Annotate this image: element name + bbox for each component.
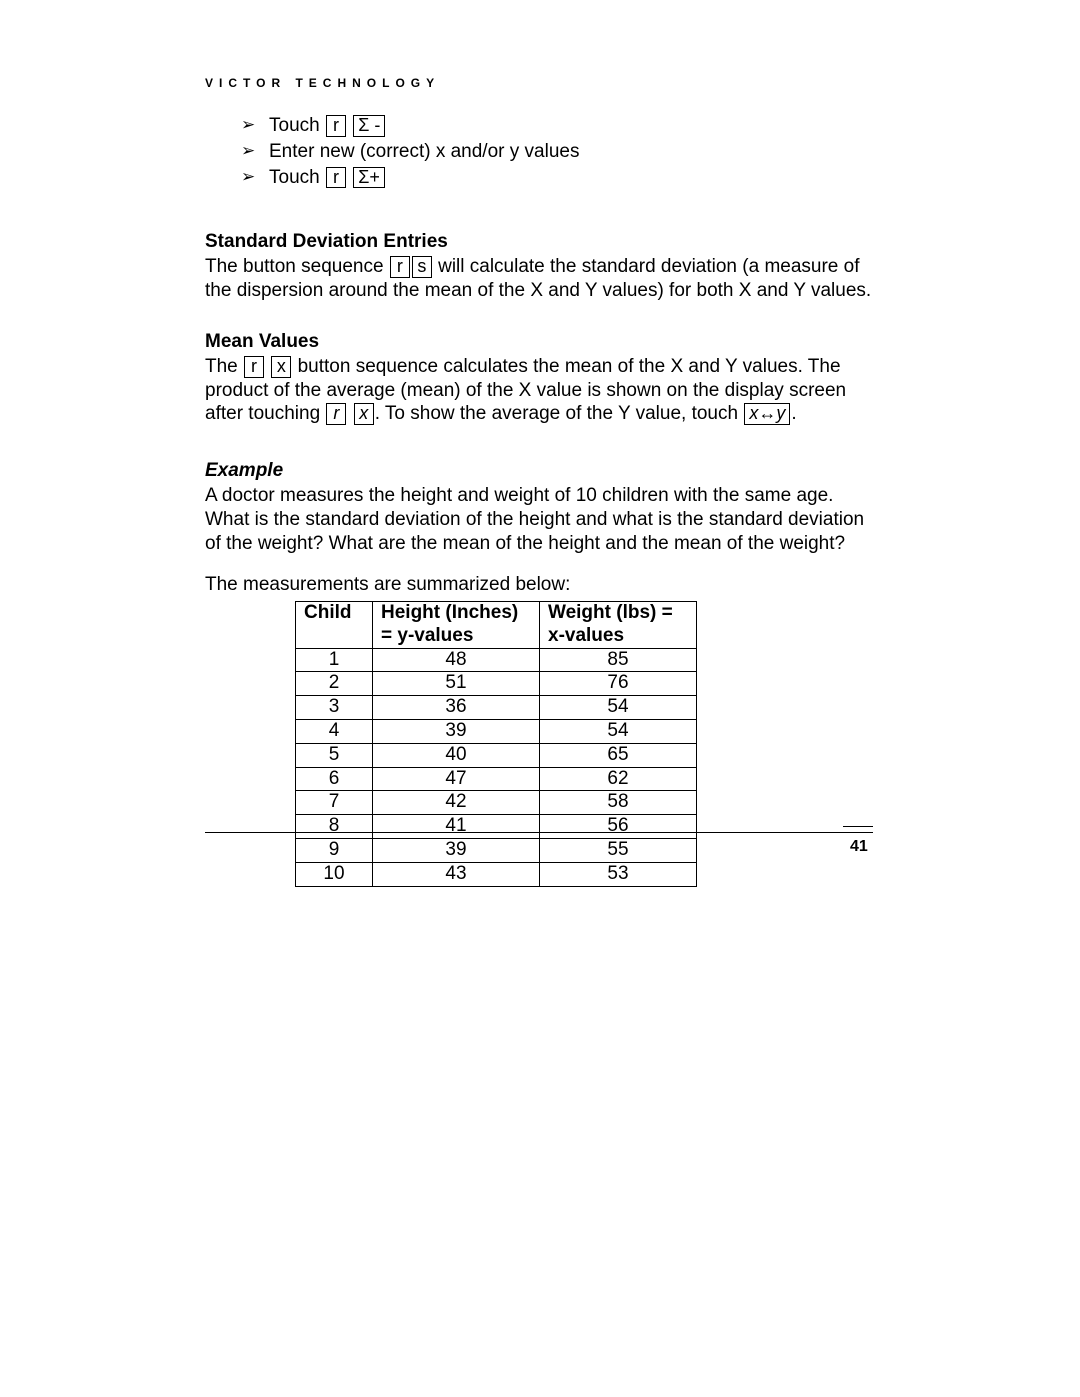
cell-weight: 54	[540, 719, 697, 743]
bullet-text: Enter new (correct) x and/or y values	[269, 140, 875, 164]
text-fragment: x-values	[548, 625, 624, 646]
text-fragment: The	[205, 356, 243, 377]
cell-child: 6	[296, 767, 373, 791]
bullet-item: ➢ Touch r Σ+	[241, 166, 875, 190]
paragraph-standard-deviation: The button sequence rs will calculate th…	[205, 255, 875, 303]
table-header-row: Child Height (Inches) = y-values Weight …	[296, 602, 697, 649]
cell-height: 40	[373, 743, 540, 767]
footer-tick	[843, 826, 873, 827]
table-body: 1488525176336544395454065647627425884156…	[296, 648, 697, 886]
table-row: 93955	[296, 838, 697, 862]
measurements-table: Child Height (Inches) = y-values Weight …	[295, 601, 697, 887]
text-fragment: . To show the average of the Y value, to…	[375, 403, 744, 424]
cell-child: 8	[296, 815, 373, 839]
keycap-s: s	[412, 256, 432, 278]
keycap-r: r	[326, 403, 346, 425]
text-fragment: .	[791, 403, 796, 424]
heading-standard-deviation: Standard Deviation Entries	[205, 231, 875, 253]
keycap-x: x	[271, 356, 291, 378]
cell-weight: 85	[540, 648, 697, 672]
cell-weight: 58	[540, 791, 697, 815]
table-row: 43954	[296, 719, 697, 743]
cell-child: 1	[296, 648, 373, 672]
bullet-arrow-icon: ➢	[241, 140, 269, 162]
bullet-item: ➢ Touch r Σ -	[241, 114, 875, 138]
cell-child: 3	[296, 696, 373, 720]
cell-weight: 56	[540, 815, 697, 839]
table-header: Child Height (Inches) = y-values Weight …	[296, 602, 697, 649]
content-area: VICTOR TECHNOLOGY ➢ Touch r Σ - ➢ Enter …	[205, 76, 875, 887]
cell-height: 42	[373, 791, 540, 815]
bullet-item: ➢ Enter new (correct) x and/or y values	[241, 140, 875, 164]
cell-height: 39	[373, 838, 540, 862]
cell-height: 51	[373, 672, 540, 696]
cell-child: 7	[296, 791, 373, 815]
text-fragment: = y-values	[381, 625, 473, 646]
paragraph-mean-values: The r x button sequence calculates the m…	[205, 355, 875, 426]
column-header-weight: Weight (lbs) = x-values	[540, 602, 697, 649]
cell-height: 41	[373, 815, 540, 839]
page: VICTOR TECHNOLOGY ➢ Touch r Σ - ➢ Enter …	[0, 0, 1080, 1397]
cell-height: 39	[373, 719, 540, 743]
cell-weight: 76	[540, 672, 697, 696]
text-fragment: Weight (lbs) =	[548, 602, 673, 623]
keycap-sigma-plus: Σ+	[353, 167, 385, 189]
cell-weight: 55	[540, 838, 697, 862]
keycap-r: r	[326, 115, 346, 137]
paragraph-table-lead: The measurements are summarized below:	[205, 573, 875, 597]
cell-weight: 54	[540, 696, 697, 720]
keycap-r: r	[326, 167, 346, 189]
bullet-arrow-icon: ➢	[241, 166, 269, 188]
brand-header: VICTOR TECHNOLOGY	[205, 76, 875, 90]
text-fragment: Touch	[269, 167, 325, 188]
cell-child: 2	[296, 672, 373, 696]
table-row: 25176	[296, 672, 697, 696]
cell-weight: 62	[540, 767, 697, 791]
cell-child: 4	[296, 719, 373, 743]
table-row: 14885	[296, 648, 697, 672]
cell-height: 47	[373, 767, 540, 791]
bullet-text: Touch r Σ -	[269, 114, 875, 138]
keycap-x: x	[354, 403, 374, 425]
bullet-arrow-icon: ➢	[241, 114, 269, 136]
column-header-height: Height (Inches) = y-values	[373, 602, 540, 649]
table-row: 74258	[296, 791, 697, 815]
table-row: 54065	[296, 743, 697, 767]
cell-child: 9	[296, 838, 373, 862]
bullet-list: ➢ Touch r Σ - ➢ Enter new (correct) x an…	[241, 114, 875, 189]
cell-height: 43	[373, 862, 540, 886]
column-header-child: Child	[296, 602, 373, 649]
text-fragment: The button sequence	[205, 256, 389, 277]
cell-child: 5	[296, 743, 373, 767]
footer-rule	[205, 832, 873, 833]
cell-weight: 53	[540, 862, 697, 886]
keycap-sigma-minus: Σ -	[353, 115, 385, 137]
text-fragment: Height (Inches)	[381, 602, 518, 623]
heading-example: Example	[205, 460, 875, 482]
heading-mean-values: Mean Values	[205, 331, 875, 353]
table-row: 84156	[296, 815, 697, 839]
paragraph-example: A doctor measures the height and weight …	[205, 484, 875, 555]
spacer	[205, 555, 875, 573]
keycap-x-swap-y: x↔y	[744, 403, 790, 425]
cell-weight: 65	[540, 743, 697, 767]
table-row: 64762	[296, 767, 697, 791]
text-fragment: Touch	[269, 115, 325, 136]
table-row: 104353	[296, 862, 697, 886]
bullet-text: Touch r Σ+	[269, 166, 875, 190]
keycap-r: r	[390, 256, 410, 278]
cell-height: 36	[373, 696, 540, 720]
page-number: 41	[850, 838, 868, 856]
table-row: 33654	[296, 696, 697, 720]
cell-height: 48	[373, 648, 540, 672]
cell-child: 10	[296, 862, 373, 886]
keycap-r: r	[244, 356, 264, 378]
